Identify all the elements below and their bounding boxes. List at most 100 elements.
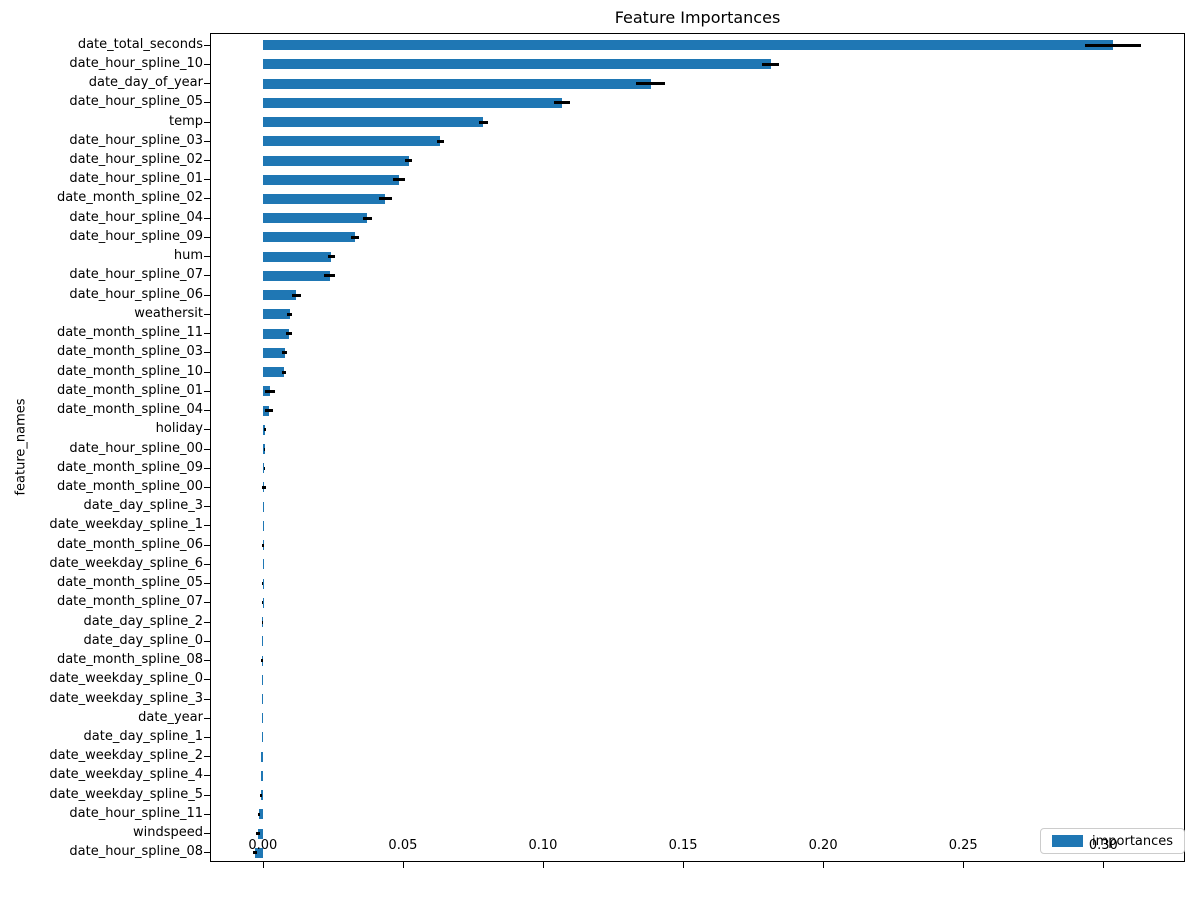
y-tick-mark: [204, 698, 210, 700]
y-tick-mark: [204, 390, 210, 392]
bar: [262, 347, 285, 358]
bar: [261, 770, 263, 781]
x-tick-label: 0.10: [528, 838, 558, 853]
y-tick-mark: [204, 833, 210, 835]
y-tick-label: date_total_seconds: [77, 36, 203, 52]
chart-title: Feature Importances: [614, 8, 781, 27]
y-tick-mark: [204, 794, 210, 796]
y-tick-mark: [204, 140, 210, 142]
bar: [261, 732, 263, 743]
error-bar: [363, 216, 372, 220]
y-tick-label: date_month_spline_03: [56, 344, 203, 360]
error-bar: [263, 447, 266, 451]
y-tick-label: date_day_spline_1: [83, 728, 203, 744]
y-tick-mark: [204, 217, 210, 219]
bar: [262, 559, 264, 570]
y-tick-label: date_hour_spline_01: [69, 171, 203, 187]
y-tick-mark: [204, 121, 210, 123]
y-tick-label: date_day_spline_2: [83, 613, 203, 629]
x-tick-label: 0.25: [948, 838, 978, 853]
bar: [262, 501, 264, 512]
error-bar: [261, 582, 264, 586]
y-tick-label: date_weekday_spline_3: [49, 690, 203, 706]
y-tick-label: date_month_spline_06: [56, 536, 203, 552]
y-tick-mark: [204, 410, 210, 412]
y-tick-mark: [204, 640, 210, 642]
y-tick-label: hum: [173, 248, 203, 264]
y-tick-mark: [204, 717, 210, 719]
bar: [262, 444, 265, 454]
x-tick-label: 0.15: [668, 838, 698, 853]
y-tick-label: date_month_spline_11: [56, 325, 203, 341]
bar: [262, 174, 399, 185]
y-tick-label: date_hour_spline_11: [69, 805, 203, 821]
x-tick-label: 0.30: [1088, 838, 1118, 853]
y-tick-mark: [204, 83, 210, 85]
bar: [262, 117, 484, 128]
error-bar: [285, 332, 292, 336]
y-tick-mark: [204, 544, 210, 546]
y-tick-label: date_hour_spline_05: [69, 94, 203, 110]
bar: [262, 213, 368, 224]
y-tick-label: date_day_of_year: [88, 75, 203, 91]
x-tick-mark: [542, 862, 544, 868]
y-tick-mark: [204, 179, 210, 181]
y-tick-label: date_hour_spline_04: [69, 209, 203, 225]
error-bar: [636, 82, 666, 86]
error-bar: [256, 832, 260, 836]
bar: [260, 790, 263, 801]
bar: [261, 674, 263, 685]
y-tick-label: date_month_spline_08: [56, 652, 203, 668]
error-bar: [392, 178, 405, 182]
error-bar: [260, 793, 262, 797]
y-tick-label: date_day_spline_0: [83, 632, 203, 648]
bar: [262, 155, 409, 166]
bar: [258, 809, 263, 820]
bar: [262, 40, 1114, 51]
y-tick-label: date_hour_spline_02: [69, 152, 203, 167]
y-tick-mark: [204, 813, 210, 815]
y-tick-label: date_weekday_spline_4: [49, 767, 203, 783]
y-tick-mark: [204, 44, 210, 46]
y-tick-label: date_month_spline_07: [56, 594, 203, 610]
y-tick-mark: [204, 506, 210, 508]
y-tick-mark: [204, 660, 210, 662]
y-tick-mark: [204, 775, 210, 777]
bar: [262, 251, 332, 262]
y-tick-label: date_weekday_spline_5: [49, 786, 203, 802]
y-tick-label: date_hour_spline_00: [69, 440, 203, 456]
y-tick-label: weathersit: [134, 305, 203, 321]
y-tick-label: date_hour_spline_07: [69, 267, 203, 283]
y-tick-mark: [204, 621, 210, 623]
bar: [262, 270, 330, 281]
y-tick-label: date_hour_spline_03: [69, 132, 203, 148]
y-tick-label: date_month_spline_10: [56, 363, 203, 379]
y-tick-mark: [204, 313, 210, 315]
y-tick-label: date_weekday_spline_2: [49, 748, 203, 764]
error-bar: [265, 409, 273, 413]
y-tick-label: date_month_spline_05: [56, 575, 203, 591]
y-tick-label: date_weekday_spline_6: [49, 555, 203, 571]
x-tick-mark: [402, 862, 404, 868]
y-tick-mark: [204, 102, 210, 104]
y-tick-label: date_hour_spline_08: [69, 844, 203, 860]
y-tick-mark: [204, 429, 210, 431]
bar: [262, 520, 264, 531]
x-tick-mark: [823, 862, 825, 868]
error-bar: [261, 543, 265, 547]
bar: [258, 828, 263, 839]
y-tick-mark: [204, 333, 210, 335]
y-tick-mark: [204, 448, 210, 450]
bar: [262, 78, 651, 89]
y-tick-label: date_month_spline_04: [56, 402, 203, 418]
bar: [262, 636, 263, 647]
error-bar: [287, 312, 292, 316]
error-bar: [404, 159, 413, 162]
y-tick-mark: [204, 756, 210, 758]
y-tick-label: temp: [168, 113, 203, 129]
y-tick-mark: [204, 275, 210, 277]
y-tick-mark: [204, 486, 210, 488]
error-bar: [351, 235, 359, 239]
y-tick-mark: [204, 352, 210, 354]
y-tick-label: holiday: [155, 421, 203, 437]
